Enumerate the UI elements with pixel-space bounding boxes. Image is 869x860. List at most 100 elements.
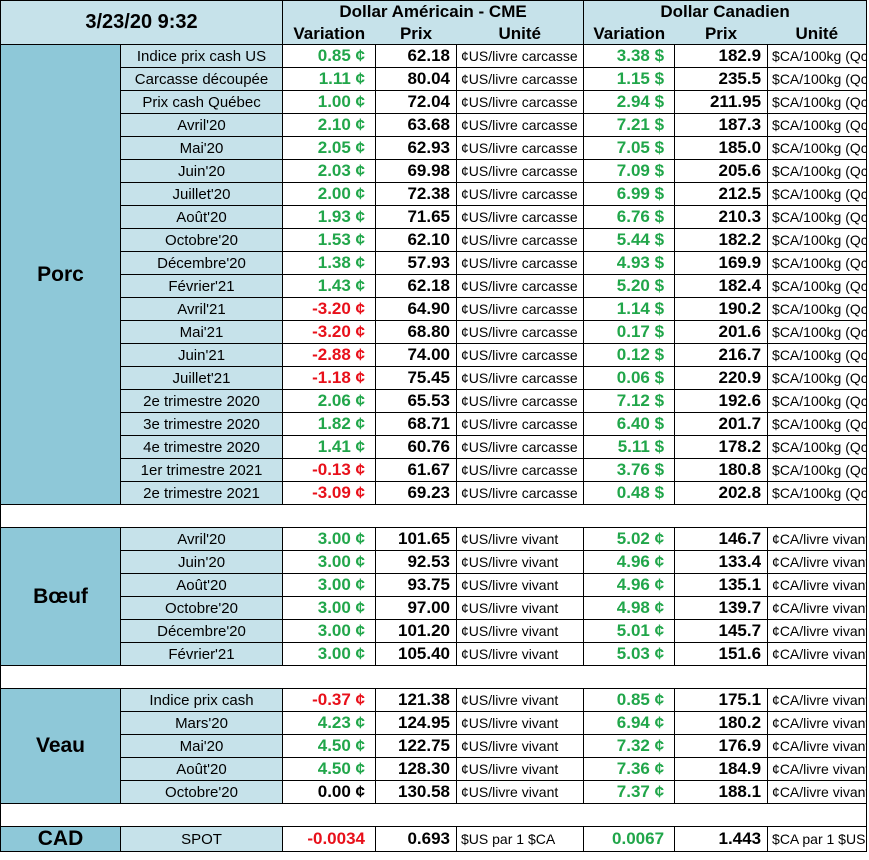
usd-unite: ¢US/livre carcasse xyxy=(456,412,585,436)
table-row: Mai'20 2.05 ¢ 62.93 ¢US/livre carcasse 7.05 … xyxy=(1,136,868,160)
cad-prix: 220.9 xyxy=(674,366,769,390)
cad-prix: 185.0 xyxy=(674,136,769,160)
cad-prix: 182.2 xyxy=(674,228,769,252)
cad-prix: 145.7 xyxy=(674,619,769,643)
cad-unite: $CA/100kg (Qc) xyxy=(767,251,868,275)
table-row: Juin'20 3.00 ¢ 92.53 ¢US/livre vivant 4.96 ¢… xyxy=(1,550,868,574)
cad-col-variation: Variation xyxy=(583,23,675,45)
cad-variation: 0.06 $ xyxy=(583,366,676,390)
table-row: Carcasse découpée 1.11 ¢ 80.04 ¢US/livre ca… xyxy=(1,67,868,91)
usd-prix: 62.18 xyxy=(375,274,458,298)
usd-unite: ¢US/livre carcasse xyxy=(456,136,585,160)
usd-variation: 0.85 ¢ xyxy=(282,44,377,68)
table-row: Juin'21 -2.88 ¢ 74.00 ¢US/livre carcasse 0.1… xyxy=(1,343,868,367)
usd-unite: ¢US/livre carcasse xyxy=(456,228,585,252)
row-label: 2e trimestre 2020 xyxy=(119,389,284,413)
cad-variation: 7.32 ¢ xyxy=(583,734,676,758)
cad-prix: 192.6 xyxy=(674,389,769,413)
cad-prix: 182.9 xyxy=(674,44,769,68)
usd-unite: ¢US/livre carcasse xyxy=(456,297,585,321)
cad-unite: ¢CA/livre vivant xyxy=(767,734,868,758)
usd-prix: 93.75 xyxy=(375,573,458,597)
cad-variation: 3.38 $ xyxy=(583,44,676,68)
usd-variation: 4.50 ¢ xyxy=(282,757,377,781)
usd-variation: 3.00 ¢ xyxy=(282,550,377,574)
row-label: 3e trimestre 2020 xyxy=(119,412,284,436)
usd-variation: -0.0034 xyxy=(282,826,377,852)
cad-prix: 184.9 xyxy=(674,757,769,781)
cad-unite: $CA/100kg (Qc) xyxy=(767,205,868,229)
usd-variation: 2.06 ¢ xyxy=(282,389,377,413)
usd-col-variation: Variation xyxy=(282,23,376,45)
cad-variation: 7.21 $ xyxy=(583,113,676,137)
cad-prix: 1.443 xyxy=(674,826,769,852)
usd-variation: -3.20 ¢ xyxy=(282,297,377,321)
usd-variation: 3.00 ¢ xyxy=(282,619,377,643)
usd-unite: ¢US/livre carcasse xyxy=(456,458,585,482)
cad-variation: 4.96 ¢ xyxy=(583,573,676,597)
table-row: Février'21 3.00 ¢ 105.40 ¢US/livre vivant 5.… xyxy=(1,642,868,666)
usd-prix: 71.65 xyxy=(375,205,458,229)
cad-prix: 180.2 xyxy=(674,711,769,735)
cad-prix: 202.8 xyxy=(674,481,769,505)
cad-variation: 0.17 $ xyxy=(583,320,676,344)
cad-variation: 1.15 $ xyxy=(583,67,676,91)
row-label: Mai'20 xyxy=(119,734,284,758)
usd-prix: 61.67 xyxy=(375,458,458,482)
cad-variation: 7.12 $ xyxy=(583,389,676,413)
usd-unite: ¢US/livre carcasse xyxy=(456,182,585,206)
cad-variation: 4.96 ¢ xyxy=(583,550,676,574)
section-label: Bœuf xyxy=(0,527,121,666)
usd-prix: 124.95 xyxy=(375,711,458,735)
usd-title: Dollar Américain - CME xyxy=(282,0,585,23)
cad-unite: $CA/100kg (Qc) xyxy=(767,90,868,114)
table-row: Août'20 1.93 ¢ 71.65 ¢US/livre carcasse 6.76… xyxy=(1,205,868,229)
section-label: Veau xyxy=(0,688,121,804)
cad-variation: 4.98 ¢ xyxy=(583,596,676,620)
table-row: Août'20 4.50 ¢ 128.30 ¢US/livre vivant 7.36 … xyxy=(1,757,868,781)
cad-prix: 133.4 xyxy=(674,550,769,574)
cad-variation: 1.14 $ xyxy=(583,297,676,321)
usd-unite: ¢US/livre vivant xyxy=(456,550,585,574)
usd-prix: 92.53 xyxy=(375,550,458,574)
usd-prix: 65.53 xyxy=(375,389,458,413)
usd-prix: 62.18 xyxy=(375,44,458,68)
table-row: Avril'21 -3.20 ¢ 64.90 ¢US/livre carcasse 1.… xyxy=(1,297,868,321)
usd-variation: 1.11 ¢ xyxy=(282,67,377,91)
usd-col-prix: Prix xyxy=(375,23,457,45)
row-label: Mai'21 xyxy=(119,320,284,344)
usd-unite: ¢US/livre vivant xyxy=(456,711,585,735)
table-row: CAD SPOT -0.0034 0.693 $US par 1 $CA 0.0067 1.… xyxy=(0,826,868,852)
cad-unite: $CA/100kg (Qc) xyxy=(767,389,868,413)
row-label: Octobre'20 xyxy=(119,228,284,252)
row-label: Août'20 xyxy=(119,205,284,229)
cad-col-prix: Prix xyxy=(674,23,768,45)
row-label: Prix cash Québec xyxy=(119,90,284,114)
table-row: Février'21 1.43 ¢ 62.18 ¢US/livre carcasse 5… xyxy=(1,274,868,298)
cad-title: Dollar Canadien xyxy=(583,0,868,23)
usd-variation: 1.93 ¢ xyxy=(282,205,377,229)
cad-col-unite: Unité xyxy=(767,23,868,45)
section-spacer xyxy=(0,665,868,689)
cad-variation: 7.05 $ xyxy=(583,136,676,160)
usd-variation: 1.00 ¢ xyxy=(282,90,377,114)
cad-prix: 211.95 xyxy=(674,90,769,114)
usd-prix: 60.76 xyxy=(375,435,458,459)
cad-prix: 151.6 xyxy=(674,642,769,666)
usd-unite: ¢US/livre carcasse xyxy=(456,90,585,114)
section-spacer xyxy=(0,803,868,827)
table-row: Décembre'20 1.38 ¢ 57.93 ¢US/livre carcasse… xyxy=(1,251,868,275)
row-label: Avril'20 xyxy=(119,527,284,551)
usd-prix: 122.75 xyxy=(375,734,458,758)
cad-unite: ¢CA/livre vivant xyxy=(767,780,868,804)
row-label: Octobre'20 xyxy=(119,596,284,620)
row-label: Avril'20 xyxy=(119,113,284,137)
usd-prix: 130.58 xyxy=(375,780,458,804)
usd-variation: -0.37 ¢ xyxy=(282,688,377,712)
cad-variation: 5.01 ¢ xyxy=(583,619,676,643)
table-row: 2e trimestre 2020 2.06 ¢ 65.53 ¢US/livre ca… xyxy=(1,389,868,413)
table-row: 3e trimestre 2020 1.82 ¢ 68.71 ¢US/livre ca… xyxy=(1,412,868,436)
table-row: 1er trimestre 2021 -0.13 ¢ 61.67 ¢US/livre … xyxy=(1,458,868,482)
cad-variation: 5.44 $ xyxy=(583,228,676,252)
